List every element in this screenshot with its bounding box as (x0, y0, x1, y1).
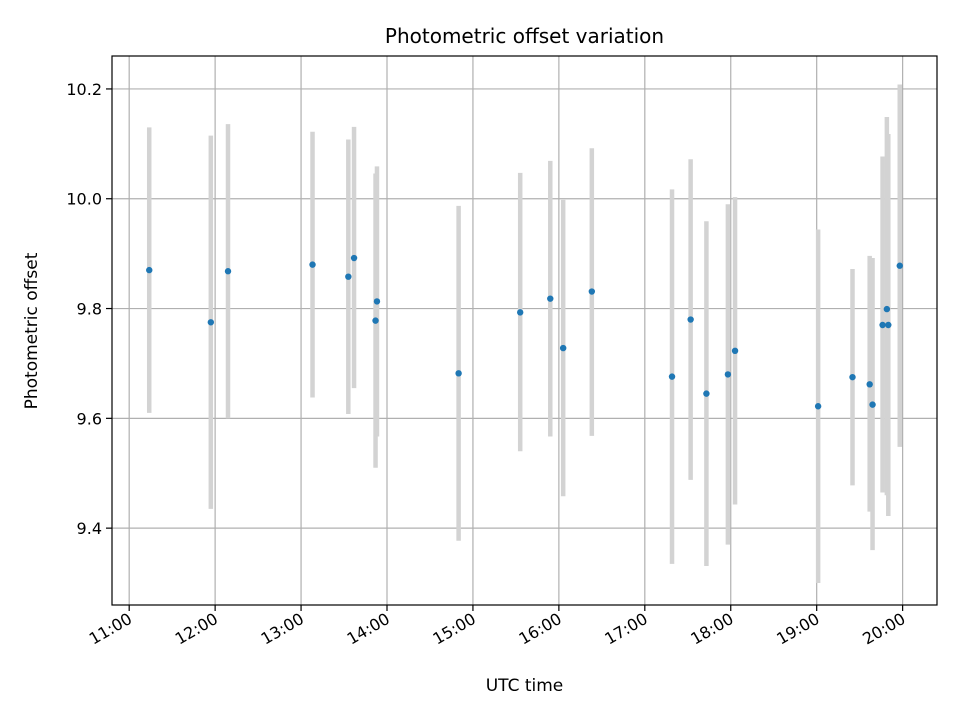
data-point (724, 371, 732, 378)
y-tick-label: 10.2 (66, 80, 102, 99)
y-axis-ticks: 9.4 9.6 9.8 10.0 10.2 (66, 80, 112, 538)
plot-frame (111, 55, 938, 606)
data-point (668, 373, 676, 380)
data-point (455, 370, 462, 377)
data-point (146, 266, 153, 274)
data-points (146, 254, 903, 410)
data-point (207, 319, 215, 326)
data-point (373, 298, 381, 305)
data-point (896, 262, 903, 269)
data-point (849, 373, 856, 381)
data-point (547, 295, 554, 302)
data-point (885, 321, 892, 329)
data-point (588, 288, 596, 295)
data-point (869, 401, 876, 408)
y-tick-label: 9.4 (77, 519, 102, 538)
data-point (372, 317, 379, 324)
data-point (345, 273, 352, 280)
data-point (879, 321, 886, 329)
data-point (350, 254, 358, 262)
data-point (309, 261, 316, 268)
data-point (517, 309, 524, 316)
data-point (687, 316, 694, 323)
data-point (814, 403, 822, 410)
data-point (883, 305, 891, 313)
grid (112, 56, 937, 605)
y-tick-label: 9.8 (77, 300, 102, 319)
y-axis-label: Photometric offset (22, 252, 42, 409)
chart-title: Photometric offset variation (385, 24, 664, 48)
y-tick-label: 10.0 (66, 190, 102, 209)
data-point (559, 344, 567, 352)
data-point (866, 381, 873, 388)
y-tick-label: 9.6 (77, 409, 102, 428)
data-point (731, 347, 739, 355)
data-point (703, 390, 710, 397)
data-point (224, 268, 232, 275)
x-axis-label: UTC time (486, 676, 564, 696)
